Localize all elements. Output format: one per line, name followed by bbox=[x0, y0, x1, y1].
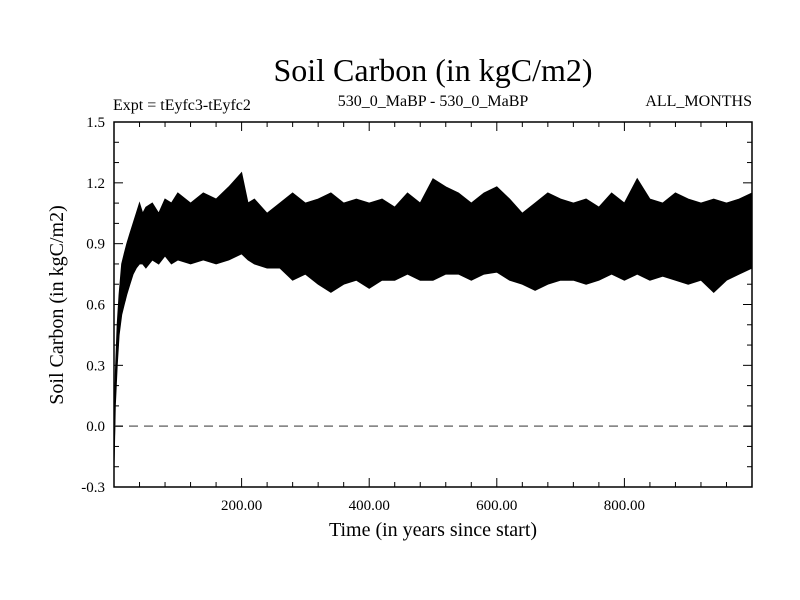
subtitle-center: 530_0_MaBP - 530_0_MaBP bbox=[338, 93, 529, 110]
subtitle-left: Expt = tEyfc3-tEyfc2 bbox=[113, 97, 251, 114]
y-tick-label: 0.6 bbox=[86, 298, 105, 314]
x-tick-label: 800.00 bbox=[604, 498, 645, 514]
y-tick-label: 0.3 bbox=[86, 358, 105, 374]
plot-area bbox=[113, 171, 753, 467]
y-tick-label: -0.3 bbox=[81, 480, 105, 496]
y-axis-label: Soil Carbon (in kgC/m2) bbox=[46, 205, 68, 404]
plot-frame bbox=[113, 121, 753, 488]
y-tick-label: 1.5 bbox=[86, 115, 105, 131]
axes: -0.3 0.0 0.3 0.6 0.9 1.2 1.5 200.00 400.00 600.00… bbox=[81, 115, 753, 514]
x-tick-label: 600.00 bbox=[476, 498, 517, 514]
y-tick-label: 0.9 bbox=[86, 237, 105, 253]
chart-title: Soil Carbon (in kgC/m2) bbox=[273, 52, 592, 88]
y-tick-label: 1.2 bbox=[86, 176, 105, 192]
x-axis-label: Time (in years since start) bbox=[329, 519, 537, 541]
x-tick-label: 400.00 bbox=[349, 498, 390, 514]
series-line-0 bbox=[113, 182, 752, 460]
y-tick-label: 0.0 bbox=[86, 419, 105, 435]
x-tick-label: 200.00 bbox=[221, 498, 262, 514]
subtitle-right: ALL_MONTHS bbox=[645, 93, 752, 110]
